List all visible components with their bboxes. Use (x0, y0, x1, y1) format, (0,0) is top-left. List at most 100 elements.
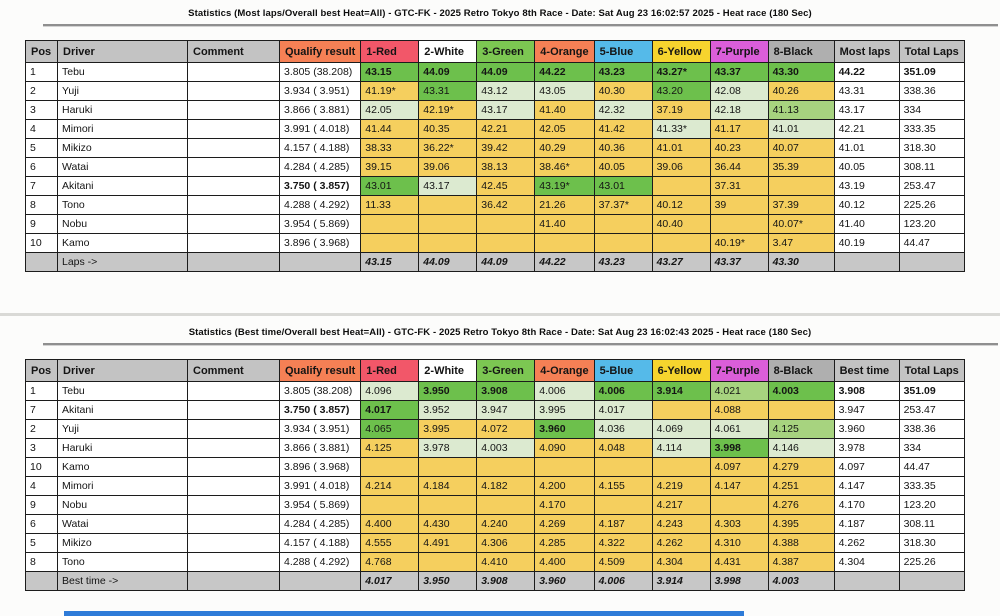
heat-cell (534, 457, 595, 477)
qualify-cell: 3.934 ( 3.951) (278, 419, 362, 439)
driver-row: 10 Kamo 3.896 ( 3.968) 4.097 4.279 4.097 44.47 (25, 457, 965, 477)
summary-spacer (25, 571, 58, 591)
driver-cell: Mikizo (57, 533, 188, 553)
heat-cell: 42.21 (476, 119, 536, 139)
column-header: Comment (187, 40, 280, 63)
heat-cell: 40.36 (593, 138, 653, 158)
result-cell: 40.19 (833, 233, 900, 253)
qualify-cell: 4.284 ( 4.285) (278, 514, 362, 534)
heat-cell: 4.065 (360, 419, 420, 439)
summary-value: 44.09 (418, 252, 478, 272)
driver-row: 3 Haruki 3.866 ( 3.881) 4.125 3.978 4.003 4.09… (25, 438, 965, 458)
qualify-cell: 3.954 ( 5.869) (278, 495, 362, 515)
heat-cell: 3.998 (709, 438, 769, 458)
total-laps-cell: 253.47 (898, 176, 965, 196)
heat-cell: 4.388 (767, 533, 835, 553)
most-laps-sheet: Statistics (Most laps/Overall best Heat=… (25, 8, 998, 272)
driver-cell: Tono (57, 552, 188, 572)
driver-row: 8 Tono 4.288 ( 4.292) 11.33 36.42 21.26 37.37*… (25, 195, 965, 215)
column-header: 8-Black (767, 359, 835, 382)
qualify-cell: 4.157 ( 4.188) (278, 533, 362, 553)
heat-cell: 3.978 (418, 438, 478, 458)
heat-cell: 41.33* (651, 119, 711, 139)
summary-value: 44.09 (476, 252, 536, 272)
column-header: 6-Yellow (651, 359, 711, 382)
heat-cell (593, 457, 653, 477)
pos-cell: 5 (25, 533, 58, 553)
heat-cell: 4.395 (767, 514, 835, 534)
heat-cell: 3.952 (418, 400, 478, 420)
heat-cell: 4.555 (360, 533, 420, 553)
total-laps-cell: 225.26 (898, 552, 965, 572)
heat-cell (418, 233, 478, 253)
heat-cell: 42.32 (593, 100, 653, 120)
summary-value: 3.998 (709, 571, 769, 591)
column-header: 3-Green (476, 40, 536, 63)
qualify-cell: 3.991 ( 4.018) (278, 119, 362, 139)
driver-row: 7 Akitani 3.750 ( 3.857) 43.01 43.17 42.45 43.… (25, 176, 965, 196)
driver-row: 10 Kamo 3.896 ( 3.968) 40.19* 3.47 40.19 44.47 (25, 233, 965, 253)
heat-cell (418, 457, 478, 477)
column-header: Driver (57, 359, 188, 382)
heat-cell: 4.069 (651, 419, 711, 439)
heat-cell: 41.01 (767, 119, 835, 139)
summary-spacer (898, 571, 965, 591)
comment-cell (187, 176, 280, 196)
heat-cell: 4.240 (476, 514, 536, 534)
summary-spacer (187, 571, 280, 591)
comment-cell (187, 552, 280, 572)
result-cell: 3.947 (833, 400, 900, 420)
driver-row: 6 Watai 4.284 ( 4.285) 39.15 39.06 38.13 38.46… (25, 157, 965, 177)
qualify-cell: 3.750 ( 3.857) (278, 400, 362, 420)
column-header: Total Laps (898, 359, 965, 382)
title-divider (43, 24, 998, 27)
heat-cell: 39.06 (418, 157, 478, 177)
driver-cell: Tono (57, 195, 188, 215)
heat-cell: 40.30 (593, 81, 653, 101)
comment-cell (187, 457, 280, 477)
heat-cell: 11.33 (360, 195, 420, 215)
total-laps-cell: 308.11 (898, 514, 965, 534)
total-laps-cell: 333.35 (898, 476, 965, 496)
pos-cell: 6 (25, 157, 58, 177)
heat-cell: 4.251 (767, 476, 835, 496)
heat-cell: 41.17 (709, 119, 769, 139)
pos-cell: 10 (25, 457, 58, 477)
driver-row: 1 Tebu 3.805 (38.208) 4.096 3.950 3.908 4.006 4… (25, 381, 965, 401)
heat-cell: 36.22* (418, 138, 478, 158)
driver-row: 1 Tebu 3.805 (38.208) 43.15 44.09 44.09 44.22 4… (25, 62, 965, 82)
header-row: Pos Driver Comment Qualify result 1-Red 2-Whi… (25, 40, 965, 63)
qualify-cell: 3.866 ( 3.881) (278, 438, 362, 458)
heat-cell: 4.147 (709, 476, 769, 496)
comment-cell (187, 381, 280, 401)
driver-row: 7 Akitani 3.750 ( 3.857) 4.017 3.952 3.947 3.9… (25, 400, 965, 420)
summary-value: 43.23 (593, 252, 653, 272)
heat-cell (651, 457, 711, 477)
heat-cell: 4.200 (534, 476, 595, 496)
column-header: 2-White (418, 359, 478, 382)
heat-cell: 43.15 (360, 62, 420, 82)
heat-cell: 43.19* (534, 176, 595, 196)
heat-cell (534, 233, 595, 253)
heat-cell: 4.217 (651, 495, 711, 515)
heat-cell: 4.006 (534, 381, 595, 401)
bottom-blue-bar (64, 611, 744, 616)
heat-cell: 4.155 (593, 476, 653, 496)
heat-cell: 43.01 (360, 176, 420, 196)
heat-cell: 4.269 (534, 514, 595, 534)
pos-cell: 8 (25, 552, 58, 572)
pos-cell: 3 (25, 100, 58, 120)
qualify-cell: 3.954 ( 5.869) (278, 214, 362, 234)
heat-cell: 40.29 (534, 138, 595, 158)
heat-cell (418, 552, 478, 572)
comment-cell (187, 400, 280, 420)
heat-cell: 4.303 (709, 514, 769, 534)
heat-cell: 4.003 (767, 381, 835, 401)
comment-cell (187, 214, 280, 234)
heat-cell: 39.06 (651, 157, 711, 177)
heat-cell: 40.26 (767, 81, 835, 101)
total-laps-cell: 123.20 (898, 495, 965, 515)
heat-cell: 4.285 (534, 533, 595, 553)
heat-cell (767, 400, 835, 420)
pos-cell: 5 (25, 138, 58, 158)
